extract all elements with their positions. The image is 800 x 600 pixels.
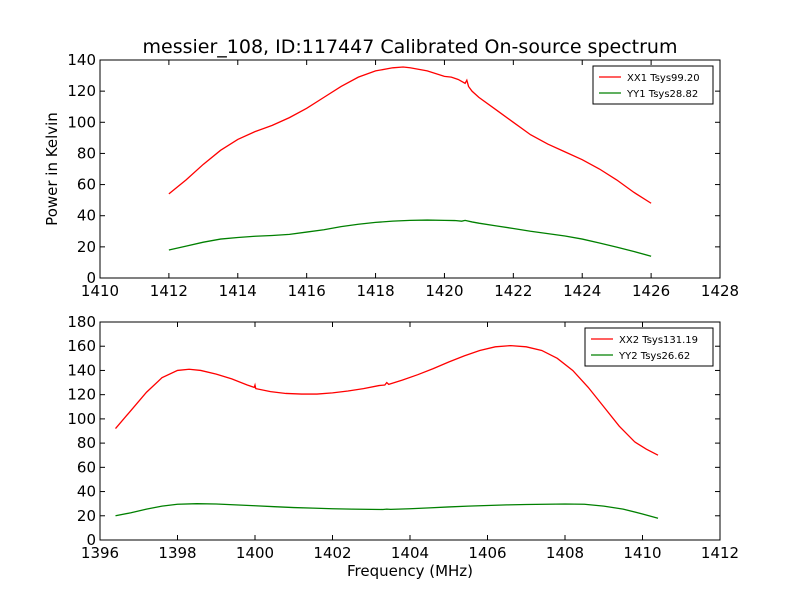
- x-tick-label: 1404: [391, 544, 429, 562]
- y-tick-label: 80: [77, 434, 96, 452]
- y-tick-label: 160: [67, 337, 96, 355]
- series-line-yy: [168, 219, 652, 257]
- y-tick-label: 80: [77, 144, 96, 162]
- legend-entry-label: XX2 Tsys131.19: [619, 335, 698, 346]
- y-axis-label: Power in Kelvin: [43, 112, 61, 226]
- y-tick-label: 140: [67, 51, 96, 69]
- axes-frame: [99, 59, 721, 279]
- series-line-xx: [168, 66, 652, 204]
- x-tick-label: 1410: [623, 544, 661, 562]
- y-tick-label: 0: [86, 531, 96, 549]
- x-tick-label: 1402: [313, 544, 351, 562]
- x-tick-label: 1426: [632, 282, 670, 300]
- x-tick-label: 1400: [236, 544, 274, 562]
- x-tick-label: 1420: [425, 282, 463, 300]
- x-tick-label: 1418: [356, 282, 394, 300]
- y-tick-label: 0: [86, 269, 96, 287]
- x-tick-label: 1410: [81, 282, 119, 300]
- legend-entry-label: XX1 Tsys99.20: [627, 73, 700, 84]
- series-line-yy: [115, 503, 659, 519]
- y-tick-label: 20: [77, 507, 96, 525]
- y-tick-label: 60: [77, 458, 96, 476]
- y-tick-label: 40: [77, 483, 96, 501]
- bottom-panel: 1396 1398 1400 1402 1404 1406 1408 1410 1412 0 20 4…: [67, 313, 739, 580]
- x-tick-label: 1412: [150, 282, 188, 300]
- legend: XX2 Tsys131.19 YY2 Tsys26.62: [584, 327, 714, 367]
- y-tick-label: 100: [67, 410, 96, 428]
- x-tick-label: 1396: [81, 544, 119, 562]
- legend-box: [584, 327, 714, 367]
- y-tick-label: 40: [77, 207, 96, 225]
- legend-box: [592, 65, 714, 105]
- x-axis-label: Frequency (MHz): [347, 562, 473, 580]
- x-tick-label: 1412: [701, 544, 739, 562]
- y-tick-label: 60: [77, 176, 96, 194]
- x-tick-label: 1422: [494, 282, 532, 300]
- x-tick-label: 1428: [701, 282, 739, 300]
- y-tick-label: 100: [67, 113, 96, 131]
- figure-title: messier_108, ID:117447 Calibrated On-sou…: [143, 36, 678, 58]
- legend: XX1 Tsys99.20 YY1 Tsys28.82: [592, 65, 714, 105]
- x-tick-label: 1406: [468, 544, 506, 562]
- legend-entry-label: YY1 Tsys28.82: [626, 89, 698, 100]
- x-tick-label: 1424: [563, 282, 601, 300]
- top-panel: 1410 1412 1414 1416 1418 1420 1422 1424 1426 1428…: [43, 51, 739, 300]
- y-tick-label: 140: [67, 361, 96, 379]
- y-tick-label: 120: [67, 386, 96, 404]
- y-tick-label: 20: [77, 238, 96, 256]
- y-tick-label: 120: [67, 82, 96, 100]
- series-line-xx: [115, 344, 659, 456]
- y-tick-label: 180: [67, 313, 96, 331]
- x-tick-label: 1408: [546, 544, 584, 562]
- x-tick-label: 1398: [158, 544, 196, 562]
- x-tick-label: 1416: [288, 282, 326, 300]
- legend-entry-label: YY2 Tsys26.62: [618, 351, 690, 362]
- x-tick-label: 1414: [219, 282, 257, 300]
